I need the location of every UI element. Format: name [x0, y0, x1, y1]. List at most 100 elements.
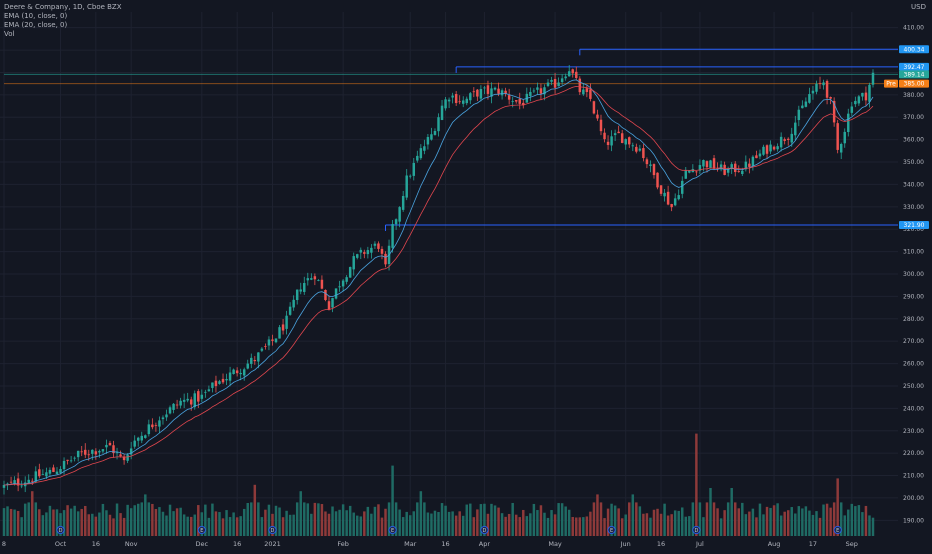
price-tick-label: 290.00: [903, 293, 924, 300]
volume-bar: [320, 504, 324, 536]
candle-body: [27, 479, 30, 483]
volume-bar: [666, 515, 670, 536]
candle-body: [617, 131, 620, 134]
candle-body: [366, 250, 370, 255]
candle-body: [31, 480, 34, 482]
volume-bar: [433, 510, 437, 536]
volume-bar: [426, 512, 430, 536]
candle-body: [45, 472, 48, 477]
volume-bar: [850, 503, 854, 536]
candle-body: [673, 198, 677, 206]
candle-body: [624, 139, 627, 145]
time-tick-label: Mar: [404, 540, 417, 548]
volume-bar: [267, 504, 271, 536]
level-label-text: 400.34: [904, 46, 925, 53]
volume-bar: [168, 504, 172, 536]
candle-body: [688, 170, 691, 173]
volume-bar: [112, 518, 115, 536]
volume-bar: [815, 511, 818, 536]
candle-body: [532, 90, 536, 92]
volume-bar: [645, 513, 649, 536]
volume-bar: [23, 503, 27, 536]
candlesticks: [2, 65, 875, 495]
ema10-legend[interactable]: EMA (10, close, 0): [4, 12, 68, 20]
volume-bar: [479, 504, 483, 536]
candle-body: [546, 82, 550, 86]
volume-bar: [532, 503, 536, 536]
candle-body: [6, 483, 9, 485]
volume-bar: [603, 518, 606, 536]
candle-body: [126, 454, 129, 461]
candle-body: [271, 339, 274, 341]
volume-bar: [260, 517, 264, 536]
volume-bar: [126, 504, 129, 536]
candle-body: [225, 378, 228, 381]
candle-body: [207, 389, 211, 392]
candle-body: [327, 301, 331, 310]
volume-bar: [9, 508, 13, 536]
ema20-legend[interactable]: EMA (20, close, 0): [4, 21, 68, 29]
volume-bar: [529, 513, 532, 536]
candle-body: [642, 148, 645, 159]
candle-body: [507, 95, 511, 100]
level-label-box: [899, 70, 929, 79]
event-marker-label: E: [836, 528, 839, 534]
price-tick-label: 260.00: [903, 361, 924, 368]
price-tick-label: 340.00: [903, 181, 924, 188]
time-tick-label: Nov: [125, 540, 138, 548]
volume-legend[interactable]: Vol: [4, 30, 15, 38]
candle-body: [34, 471, 38, 482]
candle-body: [324, 289, 327, 301]
time-axis[interactable]: 8 Oct 16 Nov Dec 16 2021 Feb Mar 16 Apr May Jun 16 Jul…: [2, 540, 858, 548]
volume-bar: [179, 507, 182, 536]
volume-bar: [38, 509, 41, 536]
volume-bar: [638, 506, 642, 536]
price-tick-label: 330.00: [903, 204, 924, 211]
candle-body: [62, 460, 66, 470]
volume-bar: [857, 505, 861, 536]
candle-body: [857, 96, 861, 104]
candle-body: [691, 169, 695, 173]
volume-bar: [596, 494, 599, 536]
candle-body: [744, 161, 748, 170]
candle-body: [603, 132, 606, 140]
candle-body: [9, 481, 13, 483]
price-tick-label: 280.00: [903, 316, 924, 323]
volume-bar: [423, 502, 426, 536]
volume-bar: [783, 511, 786, 536]
volume-bar: [631, 494, 635, 536]
currency-label[interactable]: USD: [911, 3, 926, 11]
candle-body: [751, 156, 755, 167]
candle-body: [331, 298, 334, 308]
volume-bar: [165, 515, 168, 536]
event-marker-icon: [268, 526, 277, 535]
price-axis[interactable]: 190.00 200.00 210.00 220.00 230.00 240.00 250.…: [903, 25, 924, 525]
volume-bar: [472, 517, 476, 536]
volume-bar: [673, 510, 677, 536]
symbol-title[interactable]: Deere & Company, 1D, Cboe BZX: [4, 3, 122, 11]
candle-body: [709, 160, 712, 169]
volume-bar: [677, 510, 680, 536]
event-marker-icon: [388, 526, 397, 535]
time-tick-label: 16: [233, 540, 241, 548]
volume-bar: [726, 502, 730, 536]
event-marker-label: E: [610, 528, 613, 534]
candle-body: [825, 80, 829, 98]
volume-bar: [299, 491, 302, 536]
volume-bar: [235, 517, 239, 536]
volume-bar: [52, 509, 55, 536]
price-tick-label: 380.00: [903, 92, 924, 99]
volume-bar: [698, 502, 702, 536]
volume-bar: [744, 514, 748, 536]
volume-bar: [444, 505, 447, 536]
candle-body: [91, 449, 94, 454]
candle-body: [264, 346, 267, 348]
volume-bar: [377, 504, 380, 536]
candle-body: [38, 469, 41, 477]
price-tick-label: 360.00: [903, 137, 924, 144]
volume-bar: [331, 506, 334, 536]
candle-body: [98, 451, 101, 453]
